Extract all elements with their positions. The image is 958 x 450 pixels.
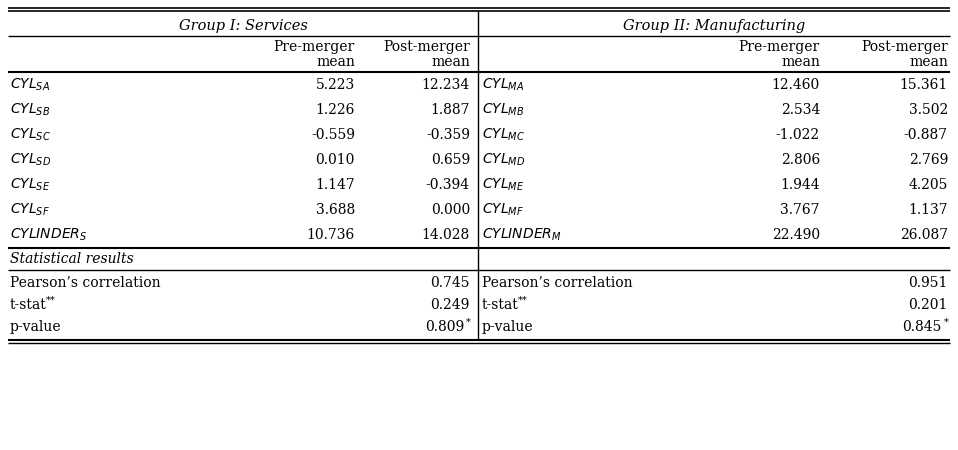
Text: 2.806: 2.806 bbox=[781, 153, 820, 167]
Text: 14.028: 14.028 bbox=[422, 228, 470, 242]
Text: 1.944: 1.944 bbox=[781, 178, 820, 192]
Text: 4.205: 4.205 bbox=[908, 178, 948, 192]
Text: $\mathit{CYL}_{\mathit{SE}}$: $\mathit{CYL}_{\mathit{SE}}$ bbox=[10, 177, 50, 193]
Text: 22.490: 22.490 bbox=[772, 228, 820, 242]
Text: $\mathit{CYL}_{\mathit{ME}}$: $\mathit{CYL}_{\mathit{ME}}$ bbox=[482, 177, 524, 193]
Text: 10.736: 10.736 bbox=[307, 228, 355, 242]
Text: 0.249: 0.249 bbox=[431, 298, 470, 312]
Text: *: * bbox=[944, 318, 948, 327]
Text: $\mathit{CYL}_{\mathit{MF}}$: $\mathit{CYL}_{\mathit{MF}}$ bbox=[482, 202, 524, 218]
Text: t-stat: t-stat bbox=[10, 298, 47, 312]
Text: 2.769: 2.769 bbox=[908, 153, 948, 167]
Text: 3.688: 3.688 bbox=[316, 203, 355, 217]
Text: $\mathit{CYLINDER}_{\mathit{M}}$: $\mathit{CYLINDER}_{\mathit{M}}$ bbox=[482, 227, 561, 243]
Text: 1.226: 1.226 bbox=[315, 103, 355, 117]
Text: 0.845: 0.845 bbox=[902, 320, 942, 334]
Text: $\mathit{CYL}_{\mathit{SB}}$: $\mathit{CYL}_{\mathit{SB}}$ bbox=[10, 102, 50, 118]
Text: $\mathit{CYL}_{\mathit{SD}}$: $\mathit{CYL}_{\mathit{SD}}$ bbox=[10, 152, 51, 168]
Text: 5.223: 5.223 bbox=[316, 78, 355, 92]
Text: 0.010: 0.010 bbox=[315, 153, 355, 167]
Text: Group I: Services: Group I: Services bbox=[178, 19, 308, 33]
Text: 1.137: 1.137 bbox=[908, 203, 948, 217]
Text: $\mathit{CYL}_{\mathit{SC}}$: $\mathit{CYL}_{\mathit{SC}}$ bbox=[10, 127, 51, 143]
Text: 1.147: 1.147 bbox=[315, 178, 355, 192]
Text: *: * bbox=[466, 318, 471, 327]
Text: **: ** bbox=[517, 296, 527, 305]
Text: $\mathit{CYL}_{\mathit{MD}}$: $\mathit{CYL}_{\mathit{MD}}$ bbox=[482, 152, 525, 168]
Text: $\mathit{CYL}_{\mathit{SA}}$: $\mathit{CYL}_{\mathit{SA}}$ bbox=[10, 77, 50, 93]
Text: 0.951: 0.951 bbox=[908, 276, 948, 290]
Text: 15.361: 15.361 bbox=[900, 78, 948, 92]
Text: $\mathit{CYLINDER}_{\mathit{S}}$: $\mathit{CYLINDER}_{\mathit{S}}$ bbox=[10, 227, 87, 243]
Text: 0.659: 0.659 bbox=[431, 153, 470, 167]
Text: 1.887: 1.887 bbox=[430, 103, 470, 117]
Text: 26.087: 26.087 bbox=[900, 228, 948, 242]
Text: -0.887: -0.887 bbox=[904, 128, 948, 142]
Text: $\mathit{CYL}_{\mathit{MC}}$: $\mathit{CYL}_{\mathit{MC}}$ bbox=[482, 127, 525, 143]
Text: 12.460: 12.460 bbox=[772, 78, 820, 92]
Text: Pre-merger: Pre-merger bbox=[274, 40, 355, 54]
Text: $\mathit{CYL}_{\mathit{MA}}$: $\mathit{CYL}_{\mathit{MA}}$ bbox=[482, 77, 524, 93]
Text: -0.359: -0.359 bbox=[426, 128, 470, 142]
Text: 0.201: 0.201 bbox=[908, 298, 948, 312]
Text: 0.809: 0.809 bbox=[424, 320, 464, 334]
Text: Statistical results: Statistical results bbox=[10, 252, 134, 266]
Text: Pre-merger: Pre-merger bbox=[739, 40, 820, 54]
Text: Pearson’s correlation: Pearson’s correlation bbox=[10, 276, 161, 290]
Text: mean: mean bbox=[781, 55, 820, 69]
Text: 3.502: 3.502 bbox=[909, 103, 948, 117]
Text: Post-merger: Post-merger bbox=[861, 40, 948, 54]
Text: -0.394: -0.394 bbox=[426, 178, 470, 192]
Text: 12.234: 12.234 bbox=[422, 78, 470, 92]
Text: p-value: p-value bbox=[10, 320, 61, 334]
Text: $\mathit{CYL}_{\mathit{MB}}$: $\mathit{CYL}_{\mathit{MB}}$ bbox=[482, 102, 524, 118]
Text: mean: mean bbox=[909, 55, 948, 69]
Text: 0.745: 0.745 bbox=[430, 276, 470, 290]
Text: Post-merger: Post-merger bbox=[383, 40, 470, 54]
Text: -0.559: -0.559 bbox=[311, 128, 355, 142]
Text: 2.534: 2.534 bbox=[781, 103, 820, 117]
Text: 0.000: 0.000 bbox=[431, 203, 470, 217]
Text: mean: mean bbox=[316, 55, 355, 69]
Text: -1.022: -1.022 bbox=[776, 128, 820, 142]
Text: 3.767: 3.767 bbox=[781, 203, 820, 217]
Text: $\mathit{CYL}_{\mathit{SF}}$: $\mathit{CYL}_{\mathit{SF}}$ bbox=[10, 202, 50, 218]
Text: Pearson’s correlation: Pearson’s correlation bbox=[482, 276, 632, 290]
Text: Group II: Manufacturing: Group II: Manufacturing bbox=[623, 19, 805, 33]
Text: **: ** bbox=[45, 296, 56, 305]
Text: mean: mean bbox=[431, 55, 470, 69]
Text: p-value: p-value bbox=[482, 320, 534, 334]
Text: t-stat: t-stat bbox=[482, 298, 518, 312]
